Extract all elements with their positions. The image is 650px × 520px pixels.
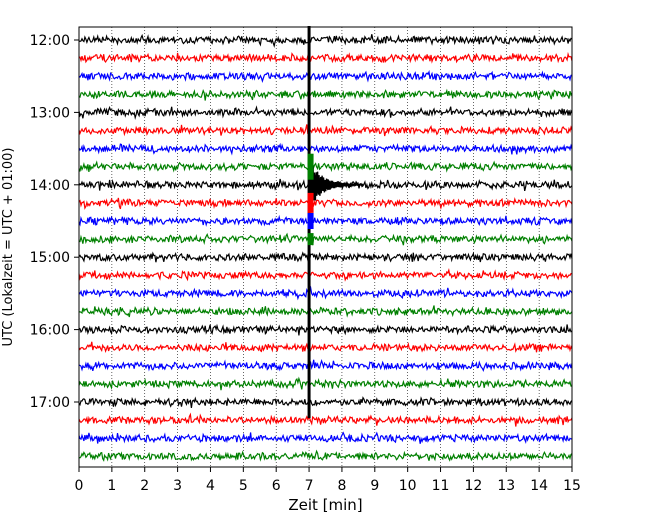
y-tick-label-1600: 16:00 [30,323,70,339]
x-tick-label-7: 7 [305,478,314,494]
x-axis-label: Zeit [min] [288,496,362,514]
x-tick-label-3: 3 [173,478,182,494]
y-axis-ticks: 12:00 13:00 14:00 15:00 16:00 17:00 [30,33,79,411]
x-tick-label-8: 8 [337,478,346,494]
x-tick-label-0: 0 [75,478,84,494]
plot-frame [78,26,573,468]
trace-1530 [78,285,573,301]
trace-1630 [78,359,573,373]
x-tick-label-14: 14 [530,478,548,494]
x-tick-label-13: 13 [497,478,515,494]
y-tick-label-1700: 17:00 [30,395,70,411]
trace-1430 [78,214,573,227]
x-tick-label-12: 12 [464,478,482,494]
x-tick-label-9: 9 [370,478,379,494]
y-tick-label-1200: 12:00 [30,33,70,49]
trace-1700 [78,396,573,408]
trace-1300 [78,105,573,120]
trace-1445 [78,232,573,246]
earthquake-event [307,26,364,419]
trace-1415 [78,197,573,210]
y-axis-label: UTC (Lokalzeit = UTC + 01:00) [1,148,16,347]
trace-1600 [78,323,573,336]
trace-1200 [78,33,573,48]
trace-1315 [78,124,573,137]
x-tick-label-4: 4 [206,478,215,494]
x-tick-label-6: 6 [272,478,281,494]
y-tick-label-1300: 13:00 [30,105,70,121]
trace-1500 [78,251,573,263]
trace-1515 [78,268,573,282]
trace-1715 [78,412,573,427]
event-burst-1445 [307,233,314,246]
event-burst-1430 [307,213,314,229]
trace-1615 [78,341,573,353]
trace-group [78,33,573,462]
event-burst-1345 [307,153,314,180]
trace-1345 [78,160,573,173]
x-tick-label-15: 15 [563,478,581,494]
x-tick-label-1: 1 [107,478,116,494]
trace-1745 [78,449,573,462]
y-tick-label-1400: 14:00 [30,178,70,194]
event-coda [308,165,364,209]
trace-1730 [78,431,573,445]
trace-1215 [78,51,573,64]
event-burst-1415 [307,192,314,213]
trace-1245 [78,88,573,101]
trace-1545 [78,305,573,318]
trace-1645 [78,376,573,391]
x-axis-ticks: 0 1 2 3 4 5 6 7 8 9 10 11 12 13 14 15 [75,467,581,494]
x-tick-label-2: 2 [140,478,149,494]
y-tick-label-1500: 15:00 [30,250,70,266]
x-tick-label-11: 11 [432,478,450,494]
trace-1230 [78,69,573,83]
x-tick-label-5: 5 [239,478,248,494]
trace-1330 [78,142,573,156]
x-tick-label-10: 10 [399,478,417,494]
